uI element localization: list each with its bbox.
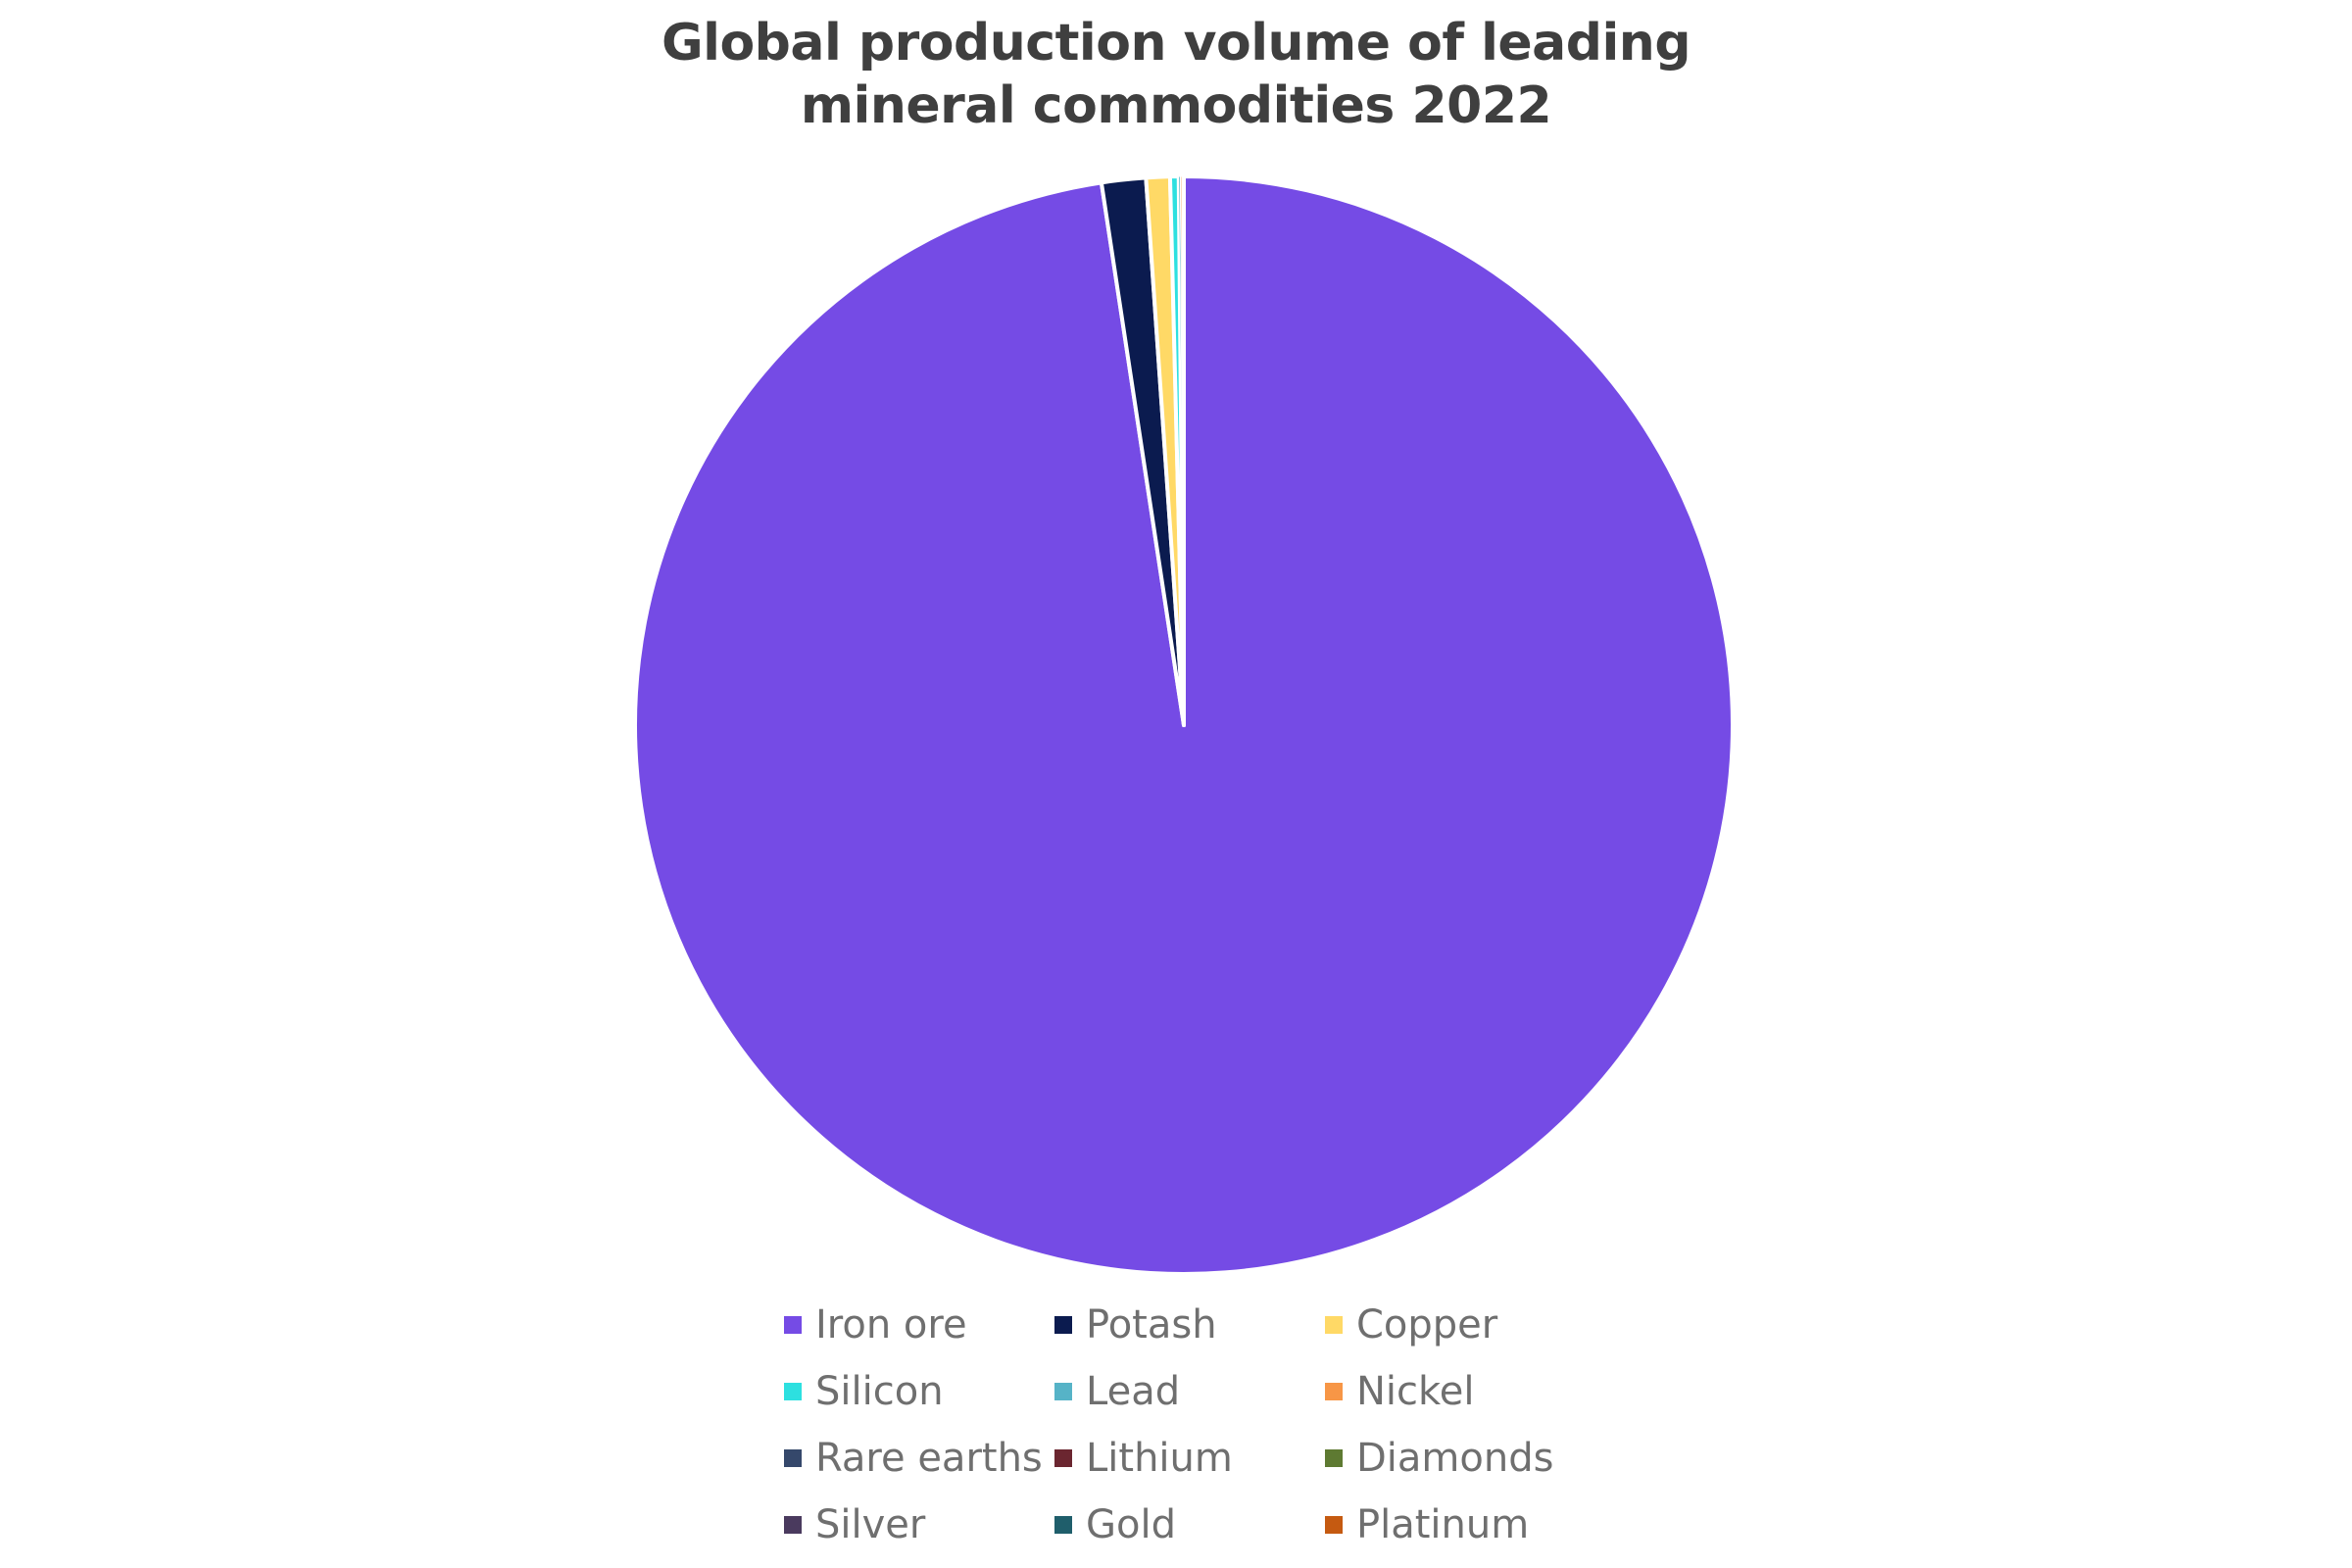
legend-swatch bbox=[1325, 1383, 1343, 1400]
legend-item-silicon: Silicon bbox=[784, 1362, 944, 1421]
legend-label: Diamonds bbox=[1356, 1436, 1554, 1481]
legend-item-iron-ore: Iron ore bbox=[784, 1296, 967, 1354]
legend-label: Lithium bbox=[1086, 1436, 1233, 1481]
legend-item-gold: Gold bbox=[1054, 1495, 1176, 1554]
legend-swatch bbox=[784, 1516, 802, 1534]
legend-label: Silver bbox=[815, 1502, 926, 1547]
legend-item-diamonds: Diamonds bbox=[1325, 1429, 1553, 1488]
legend-item-lead: Lead bbox=[1054, 1362, 1180, 1421]
legend-item-rare-earths: Rare earths bbox=[784, 1429, 1043, 1488]
legend-swatch bbox=[1325, 1516, 1343, 1534]
legend-swatch bbox=[1054, 1449, 1072, 1467]
legend-label: Silicon bbox=[815, 1369, 944, 1414]
legend-label: Potash bbox=[1086, 1302, 1217, 1348]
legend-item-silver: Silver bbox=[784, 1495, 925, 1554]
legend-label: Iron ore bbox=[815, 1302, 967, 1348]
legend-swatch bbox=[784, 1316, 802, 1334]
legend-label: Gold bbox=[1086, 1502, 1176, 1547]
legend-label: Copper bbox=[1356, 1302, 1498, 1348]
legend-swatch bbox=[1325, 1449, 1343, 1467]
legend-item-potash: Potash bbox=[1054, 1296, 1217, 1354]
legend-swatch bbox=[1054, 1316, 1072, 1334]
legend-item-copper: Copper bbox=[1325, 1296, 1497, 1354]
legend-swatch bbox=[1054, 1383, 1072, 1400]
legend-label: Rare earths bbox=[815, 1436, 1043, 1481]
legend-swatch bbox=[1054, 1516, 1072, 1534]
legend-item-platinum: Platinum bbox=[1325, 1495, 1529, 1554]
legend-label: Nickel bbox=[1356, 1369, 1475, 1414]
legend-item-lithium: Lithium bbox=[1054, 1429, 1233, 1488]
chart-title-line-2: mineral commodities 2022 bbox=[800, 76, 1552, 135]
legend-swatch bbox=[784, 1449, 802, 1467]
chart-title-line-1: Global production volume of leading bbox=[661, 14, 1691, 73]
legend-swatch bbox=[1325, 1316, 1343, 1334]
legend-label: Lead bbox=[1086, 1369, 1181, 1414]
legend-item-nickel: Nickel bbox=[1325, 1362, 1475, 1421]
legend-label: Platinum bbox=[1356, 1502, 1530, 1547]
legend-swatch bbox=[784, 1383, 802, 1400]
